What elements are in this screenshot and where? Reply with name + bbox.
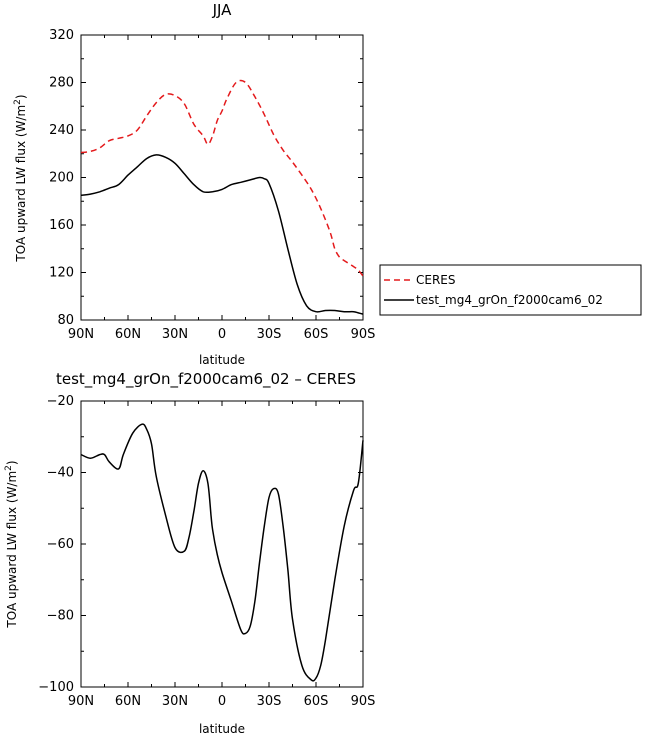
legend-label-model: test_mg4_grOn_f2000cam6_02: [416, 293, 603, 307]
y-tick-label: −40: [47, 466, 74, 481]
x-tick-label: 0: [218, 694, 226, 709]
legend-box: [379, 264, 642, 316]
y-tick-label: −20: [47, 394, 74, 409]
x-tick-label: 30S: [257, 694, 282, 709]
y-tick-label: −100: [38, 680, 74, 695]
x-axis-label: latitude: [199, 722, 245, 736]
panel-title: test_mg4_grOn_f2000cam6_02 – CERES: [56, 370, 356, 389]
y-tick-label: 200: [49, 171, 74, 186]
y-tick-label: 280: [49, 76, 74, 91]
x-tick-label: 60N: [115, 327, 141, 342]
x-tick-label: 30N: [162, 694, 188, 709]
y-tick-label: 240: [49, 123, 74, 138]
series-line-0: [80, 79, 364, 277]
y-tick-label: 120: [49, 266, 74, 281]
series-line-1: [80, 154, 364, 315]
plot-area: 90N 60N 30N 0 30S 60S 90S 80 120 160 200 240 280 320: [49, 28, 375, 342]
legend: CERES test_mg4_grOn_f2000cam6_02: [379, 264, 642, 316]
x-tick-label: 90N: [68, 327, 94, 342]
plot-area: 90N 60N 30N 0 30S 60S 90S −100 −80 −60 −40 −20: [38, 394, 375, 709]
legend-label-ceres: CERES: [416, 273, 456, 287]
x-tick-label: 90N: [68, 694, 94, 709]
x-tick-label: 90S: [351, 694, 376, 709]
plot-frame: [80, 400, 364, 688]
y-axis-label: TOA upward LW flux (W/m2): [13, 94, 28, 262]
plot-frame: [80, 34, 364, 321]
x-tick-label: 30S: [257, 327, 282, 342]
y-tick-label: 160: [49, 218, 74, 233]
x-tick-label: 60N: [115, 694, 141, 709]
panel-jja: JJA 90N 60N 30N 0 30S 60S 90S 80 120 160 200 240 280…: [13, 1, 642, 367]
x-tick-label: 90S: [351, 327, 376, 342]
x-tick-label: 0: [218, 327, 226, 342]
y-tick-label: −80: [47, 609, 74, 624]
y-tick-label: −60: [47, 537, 74, 552]
x-tick-label: 60S: [304, 327, 329, 342]
x-axis-label: latitude: [199, 353, 245, 367]
y-tick-label: 80: [57, 313, 74, 328]
x-tick-label: 30N: [162, 327, 188, 342]
y-axis-label: TOA upward LW flux (W/m2): [4, 460, 19, 628]
x-tick-label: 60S: [304, 694, 329, 709]
panel-difference: test_mg4_grOn_f2000cam6_02 – CERES 90N 60…: [4, 370, 375, 736]
panel-title: JJA: [212, 1, 233, 19]
y-tick-label: 320: [49, 28, 74, 43]
series-line-0: [80, 423, 364, 682]
